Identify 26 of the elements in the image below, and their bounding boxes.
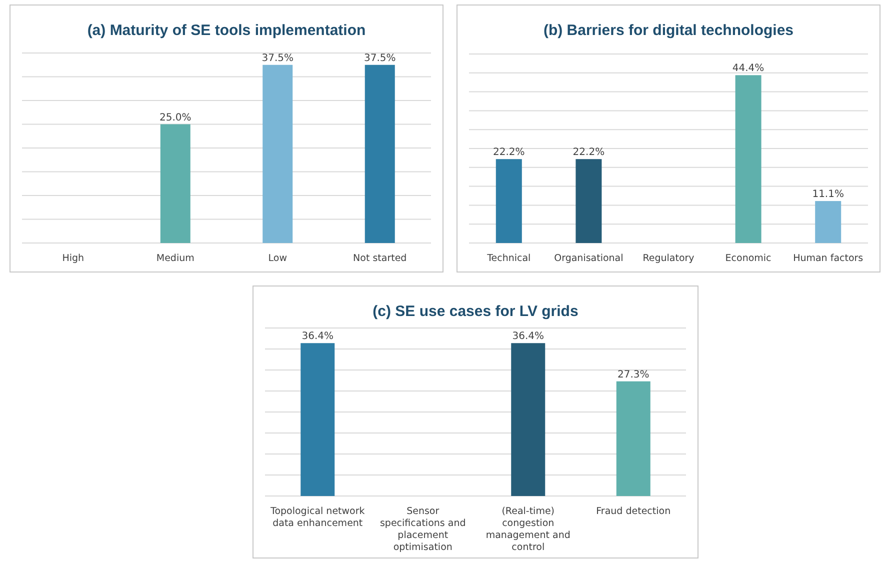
data-label: 44.4% — [732, 63, 764, 74]
data-label: 37.5% — [262, 52, 294, 64]
data-label: 37.5% — [364, 52, 396, 64]
x-tick-label: (Real-time) congestion management and control — [486, 506, 570, 553]
data-label: 22.2% — [572, 147, 605, 158]
data-label: 27.3% — [617, 369, 650, 380]
x-tick-label: Technical — [486, 253, 531, 264]
data-label: 25.0% — [159, 112, 192, 124]
data-label: 11.1% — [812, 189, 844, 200]
chart-title: (b) Barriers for digital technologies — [543, 22, 794, 39]
data-label: 36.4% — [512, 331, 544, 342]
x-tick-label: Medium — [156, 253, 194, 264]
x-tick-label: Low — [268, 253, 288, 264]
x-tick-label: High — [62, 253, 84, 264]
x-tick-label: Topological network data enhancement — [270, 506, 366, 529]
x-tick-label: Not started — [353, 253, 407, 264]
data-label: 36.4% — [302, 331, 334, 342]
x-tick-label: Economic — [725, 253, 772, 264]
x-tick-label: Fraud detection — [596, 506, 671, 517]
chart-title: (a) Maturity of SE tools implementation — [87, 22, 366, 39]
x-tick-label: Organisational — [554, 253, 624, 264]
chart-title: (c) SE use cases for LV grids — [372, 303, 578, 320]
x-tick-label: Sensor specifications and placement optimisation — [380, 506, 466, 553]
x-tick-label: Human factors — [793, 253, 864, 264]
x-tick-label: Regulatory — [642, 253, 695, 264]
data-label: 22.2% — [493, 147, 525, 158]
